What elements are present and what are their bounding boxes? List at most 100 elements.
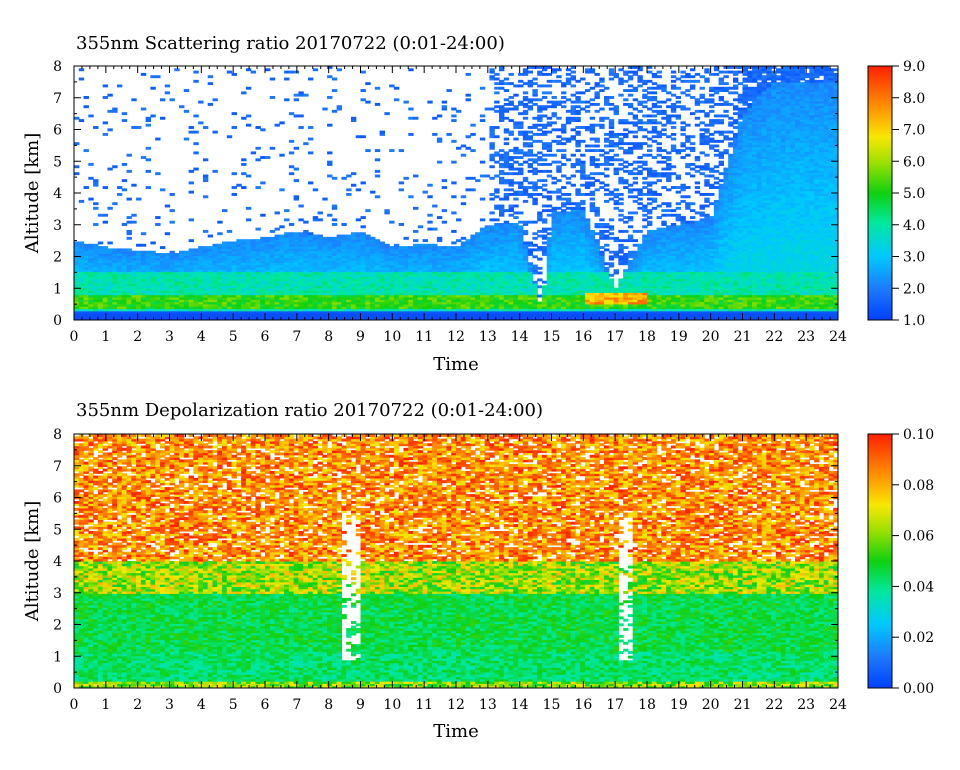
heatmap-cell xyxy=(231,289,237,293)
heatmap-cell xyxy=(226,241,233,245)
heatmap-cell xyxy=(179,278,185,282)
heatmap-cell xyxy=(551,139,557,143)
heatmap-cell xyxy=(279,271,285,275)
heatmap-cell xyxy=(269,315,276,319)
heatmap-cell xyxy=(279,248,285,252)
heatmap-cell xyxy=(265,292,271,296)
heatmap-cell xyxy=(541,91,548,95)
heatmap-cell xyxy=(74,116,80,120)
heatmap-cell xyxy=(398,188,405,192)
heatmap-cell xyxy=(226,253,233,256)
heatmap-cell xyxy=(331,310,338,314)
heatmap-cell xyxy=(331,264,338,268)
heatmap-cell xyxy=(102,308,109,312)
heatmap-cell xyxy=(317,299,323,303)
heatmap-cell xyxy=(169,308,175,312)
heatmap-cell xyxy=(608,273,615,277)
heatmap-cell xyxy=(546,91,553,95)
heatmap-cell xyxy=(532,123,538,127)
heatmap-cell xyxy=(93,202,99,206)
heatmap-cell xyxy=(136,285,142,289)
heatmap-cell xyxy=(355,296,362,300)
heatmap-cell xyxy=(489,68,495,72)
heatmap-cell xyxy=(202,276,209,280)
heatmap-cell xyxy=(188,285,194,289)
heatmap-cell xyxy=(97,278,104,282)
heatmap-cell xyxy=(226,313,233,316)
heatmap-cell xyxy=(179,294,185,298)
heatmap-cell xyxy=(260,269,266,273)
heatmap-cell xyxy=(198,257,204,261)
heatmap-cell xyxy=(164,232,171,236)
heatmap-cell xyxy=(293,257,300,261)
heatmap-cell xyxy=(250,262,257,266)
heatmap-cell xyxy=(255,287,261,291)
heatmap-cell xyxy=(93,294,99,298)
heatmap-cell xyxy=(150,266,156,270)
heatmap-cell xyxy=(346,246,352,250)
heatmap-cell xyxy=(346,287,352,291)
heatmap-cell xyxy=(155,75,161,79)
heatmap-cell xyxy=(93,285,99,289)
heatmap-cell xyxy=(494,86,500,90)
heatmap-cell xyxy=(508,130,514,134)
heatmap-cell xyxy=(88,257,94,261)
heatmap-cell xyxy=(207,259,214,263)
heatmap-cell xyxy=(599,229,605,233)
heatmap-cell xyxy=(269,96,276,99)
heatmap-cell xyxy=(446,132,452,136)
heatmap-cell xyxy=(207,266,214,270)
heatmap-cell xyxy=(217,266,223,270)
heatmap-cell xyxy=(255,255,261,259)
heatmap-cell xyxy=(207,296,214,300)
heatmap-cell xyxy=(241,257,247,261)
heatmap-cell xyxy=(217,308,223,312)
heatmap-cell xyxy=(159,273,166,277)
heatmap-cell xyxy=(527,162,534,166)
heatmap-cell xyxy=(159,269,166,273)
heatmap-cell xyxy=(350,232,357,236)
heatmap-cell xyxy=(126,266,132,270)
heatmap-cell xyxy=(150,259,156,263)
heatmap-cell xyxy=(193,255,199,259)
heatmap-cell xyxy=(336,315,343,319)
heatmap-cell xyxy=(260,306,266,310)
heatmap-cell xyxy=(518,162,524,166)
heatmap-cell xyxy=(131,266,137,270)
heatmap-cell xyxy=(570,153,576,157)
heatmap-cell xyxy=(145,308,152,312)
heatmap-cell xyxy=(183,257,190,261)
heatmap-cell xyxy=(307,310,314,314)
heatmap-cell xyxy=(93,255,99,259)
heatmap-cell xyxy=(174,287,180,291)
heatmap-cell xyxy=(198,248,204,252)
heatmap-cell xyxy=(250,317,257,320)
heatmap-cell xyxy=(284,264,290,268)
heatmap-cell xyxy=(217,296,223,300)
heatmap-cell xyxy=(436,114,443,118)
heatmap-cell xyxy=(541,72,548,76)
heatmap-cell xyxy=(346,283,352,286)
heatmap-cell xyxy=(222,264,228,268)
heatmap-cell xyxy=(307,232,314,236)
heatmap-cell xyxy=(159,292,166,296)
heatmap-cell xyxy=(93,308,99,312)
heatmap-cell xyxy=(355,188,362,192)
heatmap-cell xyxy=(541,179,548,183)
heatmap-cell xyxy=(245,257,252,261)
heatmap-cell xyxy=(188,169,194,173)
heatmap-cell xyxy=(174,259,180,263)
heatmap-cell xyxy=(265,156,271,159)
heatmap-cell xyxy=(164,287,171,291)
heatmap-cell xyxy=(522,176,529,180)
heatmap-cell xyxy=(279,239,285,243)
heatmap-cell xyxy=(78,289,85,293)
heatmap-cell xyxy=(546,204,553,208)
heatmap-cell xyxy=(241,246,247,250)
heatmap-cell xyxy=(97,310,104,314)
heatmap-cell xyxy=(207,276,214,280)
heatmap-cell xyxy=(188,287,194,291)
heatmap-cell xyxy=(561,186,567,189)
heatmap-cell xyxy=(150,271,156,275)
heatmap-cell xyxy=(284,273,290,277)
